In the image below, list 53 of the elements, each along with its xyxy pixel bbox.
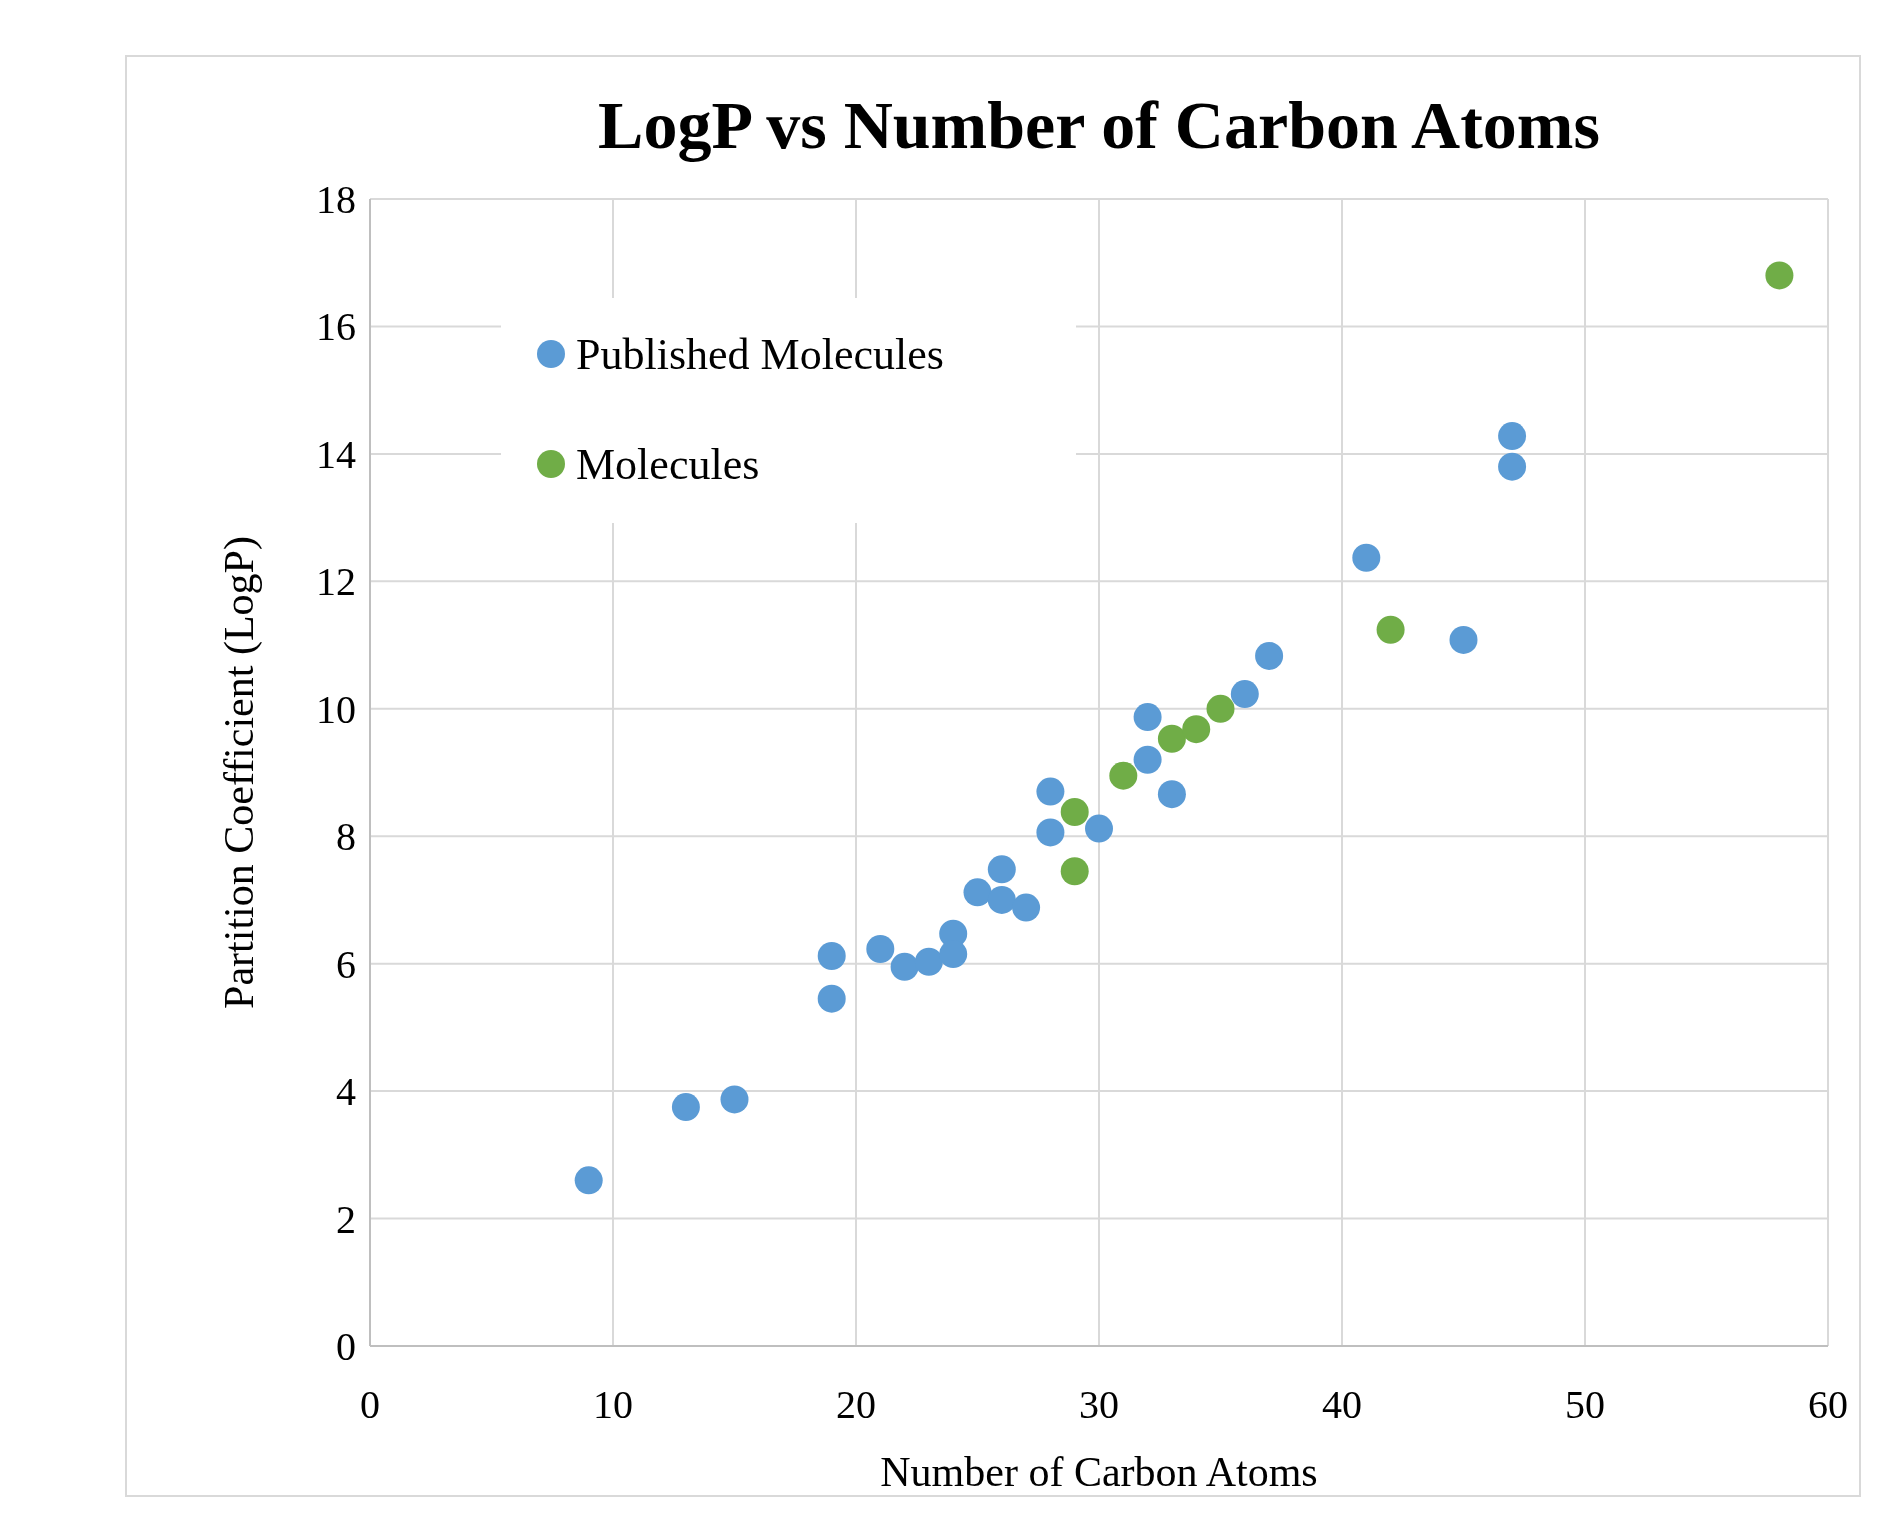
y-tick-label: 0 <box>336 1324 356 1369</box>
point <box>890 952 919 981</box>
point <box>574 1166 603 1195</box>
y-tick-label: 12 <box>316 559 356 605</box>
point <box>1765 261 1794 290</box>
point <box>1498 422 1527 451</box>
point <box>817 942 846 971</box>
y-tick-label: 14 <box>316 431 356 477</box>
point <box>1036 777 1065 806</box>
x-axis-title: Number of Carbon Atoms <box>880 1449 1318 1495</box>
point <box>1060 798 1089 827</box>
y-tick-label: 18 <box>316 177 356 222</box>
point <box>1206 694 1235 723</box>
point <box>817 984 846 1013</box>
y-tick-label: 6 <box>336 941 356 987</box>
point <box>1376 615 1405 644</box>
point <box>1133 745 1162 774</box>
y-tick-label: 4 <box>336 1069 356 1115</box>
point <box>1255 641 1284 670</box>
y-tick-label: 16 <box>316 304 356 350</box>
x-tick-label: 60 <box>1808 1382 1848 1427</box>
y-tick-label: 2 <box>336 1196 356 1242</box>
legend-label: Molecules <box>576 440 760 490</box>
point <box>1060 857 1089 886</box>
point <box>1012 893 1041 922</box>
point <box>1133 703 1162 732</box>
x-tick-label: 30 <box>1079 1382 1119 1427</box>
y-tick-label: 8 <box>336 814 356 860</box>
point <box>1085 814 1113 843</box>
point <box>1036 818 1065 847</box>
point <box>866 935 895 964</box>
legend-label: Published Molecules <box>576 330 944 380</box>
x-tick-label: 20 <box>836 1382 876 1427</box>
point <box>914 947 943 976</box>
point <box>1230 680 1259 709</box>
point <box>1157 724 1186 753</box>
point <box>1109 761 1138 790</box>
chart-title: LogP vs Number of Carbon Atoms <box>598 87 1600 163</box>
point <box>1352 543 1381 572</box>
point <box>963 878 992 907</box>
point <box>1498 452 1527 481</box>
x-tick-label: 10 <box>593 1382 633 1427</box>
point <box>1449 625 1478 654</box>
x-tick-label: 50 <box>1565 1382 1605 1427</box>
point <box>720 1085 749 1114</box>
point <box>987 885 1016 914</box>
point <box>1157 780 1186 809</box>
x-tick-label: 40 <box>1322 1382 1362 1427</box>
y-axis-title: Partition Coefficient (LogP) <box>216 536 263 1009</box>
point <box>1182 715 1211 744</box>
point <box>671 1093 700 1122</box>
point <box>987 855 1016 884</box>
y-tick-label: 10 <box>316 686 356 732</box>
